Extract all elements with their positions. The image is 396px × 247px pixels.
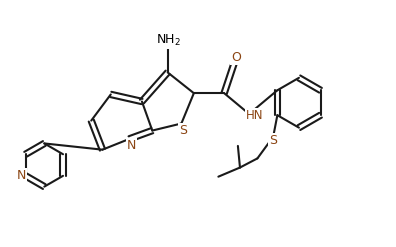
Text: O: O bbox=[231, 51, 241, 63]
Text: N: N bbox=[127, 139, 136, 152]
Text: N: N bbox=[17, 169, 26, 182]
Text: HN: HN bbox=[246, 109, 264, 122]
Text: S: S bbox=[179, 124, 187, 137]
Text: S: S bbox=[269, 134, 277, 147]
Text: NH$_2$: NH$_2$ bbox=[156, 32, 181, 48]
